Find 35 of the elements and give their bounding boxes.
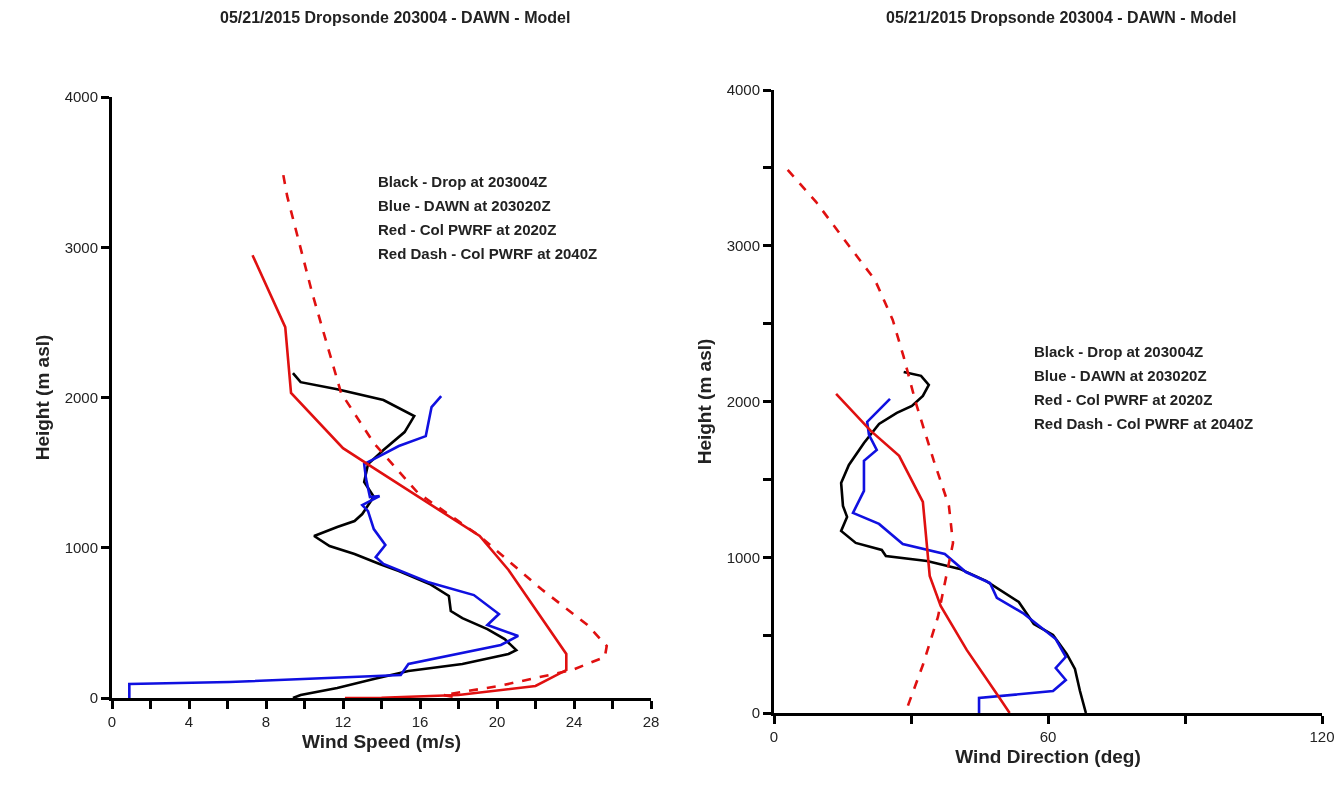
x-tick-label: 28 bbox=[642, 713, 660, 730]
y-tick-label: 4000 bbox=[64, 88, 98, 106]
x-tick-label: 120 bbox=[1309, 728, 1335, 745]
y-tick-label: 2000 bbox=[726, 392, 760, 410]
y-axis-title: Height (m asl) bbox=[32, 334, 54, 461]
x-axis-title: Wind Speed (m/s) bbox=[301, 730, 462, 752]
y-tick-label: 4000 bbox=[726, 81, 760, 99]
chart-title: 05/21/2015 Dropsonde 203004 - DAWN - Model bbox=[886, 9, 1237, 26]
x-tick-label: 0 bbox=[769, 728, 779, 745]
y-axis-title: Height (m asl) bbox=[694, 338, 716, 465]
annotation: Red - Col PWRF at 2020Z bbox=[1034, 391, 1213, 408]
annotation: Red Dash - Col PWRF at 2040Z bbox=[1034, 415, 1254, 432]
y-tick-label: 2000 bbox=[64, 388, 98, 406]
y-tick-label: 1000 bbox=[64, 539, 98, 556]
chart-title: 05/21/2015 Dropsonde 203004 - DAWN - Model bbox=[220, 9, 571, 26]
x-tick-label: 60 bbox=[1039, 728, 1057, 745]
y-tick-label: 3000 bbox=[726, 237, 760, 254]
annotation: Blue - DAWN at 203020Z bbox=[378, 197, 551, 214]
annotation: Blue - DAWN at 203020Z bbox=[1034, 367, 1207, 384]
y-tick-label: 3000 bbox=[64, 238, 98, 256]
x-tick-label: 4 bbox=[184, 713, 194, 730]
y-tick-label: 0 bbox=[89, 689, 98, 707]
y-tick-label: 1000 bbox=[726, 548, 760, 566]
x-tick-label: 20 bbox=[488, 713, 506, 730]
annotation: Black - Drop at 203004Z bbox=[1034, 343, 1204, 360]
line-series bbox=[128, 394, 520, 698]
x-axis-title: Wind Direction (deg) bbox=[955, 745, 1141, 767]
x-tick-label: 8 bbox=[261, 713, 271, 730]
x-tick-label: 16 bbox=[411, 713, 429, 730]
annotation: Black - Drop at 203004Z bbox=[378, 173, 548, 190]
x-tick-label: 24 bbox=[565, 713, 583, 730]
x-tick-label: 12 bbox=[334, 713, 352, 730]
x-tick-label: 0 bbox=[107, 713, 117, 730]
annotation: Red - Col PWRF at 2020Z bbox=[378, 221, 557, 238]
annotation: Red Dash - Col PWRF at 2040Z bbox=[378, 245, 598, 262]
